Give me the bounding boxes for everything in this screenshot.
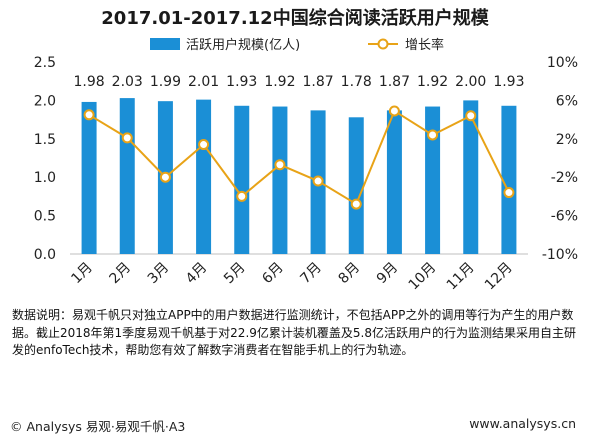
y-left-tick-label: 2.5 xyxy=(34,55,56,71)
bar xyxy=(425,106,441,254)
bar-value-label: 1.93 xyxy=(226,74,257,90)
axes: 0.0 0.5 1.0 1.5 2.0 2.5 -10% -6% -2% 2% 6% 10% xyxy=(34,55,578,263)
bar-value-label: 1.87 xyxy=(302,74,333,90)
y-left-tick-label: 0.0 xyxy=(34,247,56,263)
bar-value-label: 1.78 xyxy=(341,74,372,90)
y-right-tick-label: 2% xyxy=(556,132,578,148)
x-tick-label: 4月 xyxy=(183,260,211,288)
bar xyxy=(386,110,402,254)
legend-bar-label: 活跃用户规模(亿人) xyxy=(186,37,300,53)
bar-value-label: 1.87 xyxy=(379,74,410,90)
bar xyxy=(501,105,517,254)
x-tick-label: 5月 xyxy=(221,260,249,288)
x-tick-label: 2月 xyxy=(107,260,135,288)
growth-point xyxy=(83,109,95,121)
growth-point xyxy=(274,159,286,171)
growth-point xyxy=(236,190,248,202)
bar-value-label: 2.01 xyxy=(188,74,219,90)
growth-point xyxy=(503,187,515,199)
chart-title: 2017.01-2017.12中国综合阅读活跃用户规模 xyxy=(101,7,489,29)
x-tick-label: 8月 xyxy=(336,260,364,288)
growth-point xyxy=(121,132,133,144)
bar-value-label: 1.93 xyxy=(493,74,524,90)
y-right-tick-label: 6% xyxy=(556,93,578,109)
y-right-tick-label: -10% xyxy=(542,247,578,263)
x-tick-label: 12月 xyxy=(482,260,516,294)
bar-value-label: 2.00 xyxy=(455,74,486,90)
growth-point xyxy=(465,110,477,122)
legend-line-label: 增长率 xyxy=(405,37,444,53)
x-tick-label: 11月 xyxy=(444,260,478,294)
bar xyxy=(196,99,212,254)
bar xyxy=(463,100,479,255)
growth-point xyxy=(388,105,400,117)
bar-value-label: 1.92 xyxy=(264,74,295,90)
y-left-tick-label: 1.5 xyxy=(34,132,56,148)
legend: 活跃用户规模(亿人) 增长率 xyxy=(150,37,444,53)
bar xyxy=(81,101,97,254)
legend-bar-swatch xyxy=(150,38,180,50)
bar xyxy=(272,106,288,254)
y-left-tick-label: 0.5 xyxy=(34,209,56,225)
x-tick-label: 7月 xyxy=(297,260,325,288)
bar-value-label: 1.92 xyxy=(417,74,448,90)
bar xyxy=(234,105,250,254)
footer-copyright: © Analysys 易观·易观千帆·A3 xyxy=(10,419,186,434)
bar-value-label: 1.98 xyxy=(73,74,104,90)
y-right-tick-label: -6% xyxy=(551,209,578,225)
x-tick-label: 10月 xyxy=(406,260,440,294)
x-tick-label: 1月 xyxy=(68,260,96,288)
y-left-tick-label: 1.0 xyxy=(34,170,56,186)
bar-value-label: 2.03 xyxy=(112,74,143,90)
growth-point xyxy=(198,139,210,151)
y-right-tick-label: 10% xyxy=(547,55,578,71)
bar xyxy=(119,98,135,254)
bar-value-label: 1.99 xyxy=(150,74,181,90)
x-tick-labels: 1月 2月 3月 4月 5月 6月 7月 8月 9月 10月 11月 12月 xyxy=(68,260,515,294)
x-tick-label: 9月 xyxy=(374,260,402,288)
growth-line xyxy=(83,105,515,210)
legend-line-marker xyxy=(377,38,389,50)
growth-point xyxy=(312,175,324,187)
x-tick-label: 6月 xyxy=(259,260,287,288)
bar-labels: 1.98 2.03 1.99 2.01 1.93 1.92 1.87 1.78 1.87 1.92… xyxy=(73,74,524,90)
growth-point xyxy=(159,171,171,183)
x-tick-label: 3月 xyxy=(145,260,173,288)
bar xyxy=(348,117,364,255)
growth-point xyxy=(427,129,439,141)
data-note: 数据说明：易观千帆只对独立APP中的用户数据进行监测统计，不包括APP之外的调用… xyxy=(12,308,576,357)
growth-line-path xyxy=(88,109,510,206)
bars xyxy=(81,98,517,255)
growth-point xyxy=(350,198,362,210)
y-left-tick-label: 2.0 xyxy=(34,93,56,109)
footer-url[interactable]: www.analysys.cn xyxy=(469,416,576,431)
y-right-tick-label: -2% xyxy=(551,170,578,186)
